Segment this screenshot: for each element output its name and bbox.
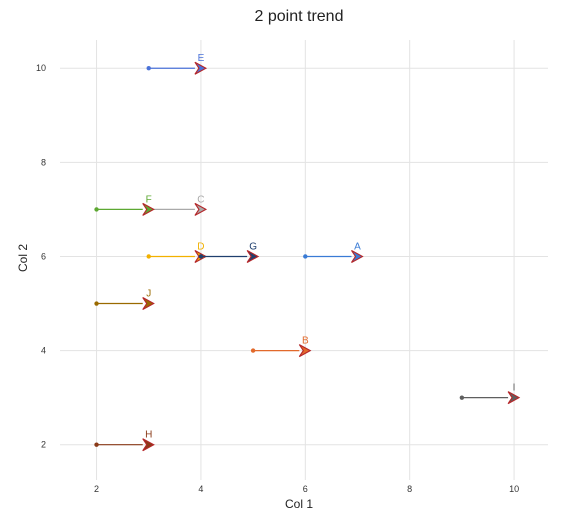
series-G: G <box>198 241 260 263</box>
y-tick-label: 10 <box>36 63 46 73</box>
x-tick-label: 2 <box>94 484 99 494</box>
point-label: C <box>197 194 204 205</box>
point-label: F <box>146 194 152 205</box>
point-label: E <box>198 53 205 64</box>
series-J: J <box>94 289 155 311</box>
x-tick-label: 8 <box>407 484 412 494</box>
start-point <box>146 254 151 259</box>
tick-labels: 2 4 6 8 10 2 4 6 8 10 <box>36 63 519 494</box>
end-arrowhead <box>351 249 364 263</box>
y-tick-label: 6 <box>41 251 46 261</box>
series-D: D <box>146 241 208 263</box>
end-arrowhead <box>298 344 312 358</box>
series-E: E <box>146 53 208 75</box>
y-tick-label: 2 <box>41 440 46 450</box>
end-arrowhead <box>246 249 260 263</box>
end-arrowhead <box>142 438 155 452</box>
start-point <box>303 254 308 259</box>
data-series: A B C D E F G H I J <box>94 53 521 452</box>
start-point <box>94 301 99 306</box>
point-label: D <box>197 241 204 252</box>
series-H: H <box>94 430 155 452</box>
start-point <box>250 348 256 353</box>
end-arrowhead <box>142 202 155 216</box>
y-tick-label: 8 <box>41 157 46 167</box>
end-arrowhead <box>507 391 521 405</box>
point-label: B <box>302 336 309 347</box>
start-point <box>94 442 99 447</box>
x-tick-label: 4 <box>198 484 203 494</box>
y-axis-title: Col 2 <box>16 244 30 272</box>
start-point <box>459 395 465 400</box>
series-B: B <box>250 336 312 358</box>
series-A: A <box>303 241 364 263</box>
end-arrowhead <box>142 297 155 311</box>
end-arrowhead <box>194 202 208 216</box>
chart-title: 2 point trend <box>255 8 344 25</box>
x-axis-title: Col 1 <box>285 497 313 511</box>
start-point <box>94 207 99 212</box>
end-arrowhead <box>194 61 208 75</box>
point-label: A <box>354 241 361 252</box>
series-I: I <box>459 383 521 405</box>
point-label: G <box>249 241 257 252</box>
point-label: I <box>513 383 516 394</box>
start-point <box>198 254 204 259</box>
point-label: H <box>145 430 152 441</box>
point-label: J <box>146 289 151 300</box>
series-C: C <box>146 194 208 216</box>
series-F: F <box>94 194 155 216</box>
gridlines <box>60 40 548 480</box>
start-point <box>146 66 151 71</box>
x-tick-label: 10 <box>509 484 519 494</box>
y-tick-label: 4 <box>41 346 46 356</box>
x-tick-label: 6 <box>303 484 308 494</box>
